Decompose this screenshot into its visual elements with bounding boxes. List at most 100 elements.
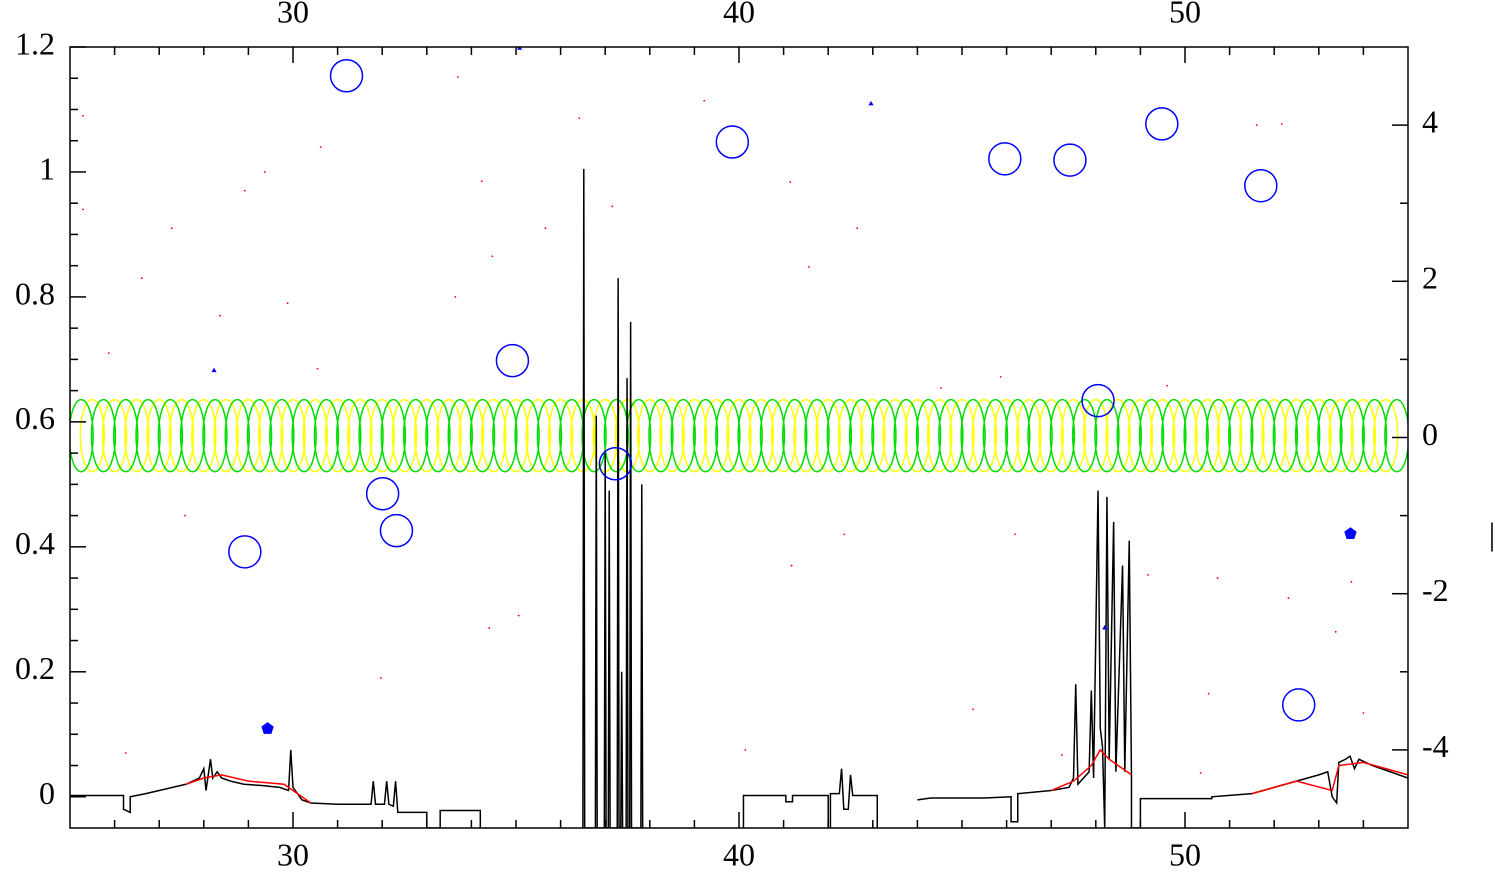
- circle-marker: [1081, 383, 1115, 418]
- ellipse-marker: [324, 398, 351, 473]
- dot-marker: [170, 227, 173, 230]
- dot-marker: [124, 752, 127, 754]
- ellipse-marker: [1339, 398, 1365, 473]
- ellipse-marker: [871, 398, 897, 473]
- ellipse-marker: [681, 398, 708, 473]
- ellipse-marker: [492, 398, 518, 473]
- ellipse-marker: [469, 398, 496, 473]
- ellipse-marker: [547, 398, 574, 473]
- ellipse-marker: [1205, 398, 1232, 473]
- circle-marker: [228, 535, 262, 569]
- ellipse-marker: [603, 398, 630, 473]
- ellipse-marker: [1239, 398, 1265, 473]
- ellipse-marker: [503, 398, 529, 473]
- ellipse-marker: [1350, 398, 1377, 473]
- ellipse-marker: [860, 398, 886, 473]
- ellipse-marker: [202, 398, 228, 473]
- ellipse-marker: [559, 398, 585, 473]
- ellipse-marker: [291, 398, 317, 473]
- ellipse-marker: [804, 398, 830, 473]
- y2-tick-label: 4: [1422, 103, 1438, 139]
- ellipse-marker: [191, 398, 217, 473]
- ellipse-marker: [1105, 398, 1131, 473]
- ellipse-marker: [1250, 398, 1276, 473]
- ellipse-marker: [926, 398, 953, 473]
- ellipse-marker: [101, 398, 128, 473]
- y2-tick-label: -4: [1422, 728, 1449, 764]
- ellipse-marker: [960, 398, 986, 473]
- y-tick-label: 0.8: [15, 275, 55, 311]
- ellipse-marker: [213, 398, 239, 473]
- dot-marker: [480, 180, 483, 183]
- ellipse-marker: [1228, 398, 1254, 473]
- ellipse-marker: [525, 398, 552, 473]
- dot-marker: [1199, 772, 1202, 774]
- ellipse-marker: [782, 398, 808, 473]
- triangle-marker: [1102, 625, 1108, 630]
- triangle-marker: [211, 367, 217, 373]
- circle-marker: [988, 142, 1022, 176]
- ellipse-marker: [1283, 398, 1310, 473]
- circle-marker: [1053, 143, 1087, 177]
- ellipse-marker: [1194, 398, 1221, 473]
- ellipse-marker: [715, 398, 741, 473]
- dot-marker: [319, 146, 322, 148]
- dot-marker: [491, 255, 494, 258]
- dot-marker: [184, 514, 186, 517]
- ellipse-marker: [904, 398, 931, 473]
- ellipse-marker: [893, 398, 919, 473]
- ellipse-marker: [793, 398, 819, 473]
- ellipse-marker: [1049, 398, 1076, 473]
- plot-frame: [69, 46, 1409, 829]
- x-top-tick-label: 30: [277, 0, 309, 29]
- ellipse-marker: [514, 398, 540, 473]
- plot-marks: [70, 47, 1408, 828]
- dot-marker: [1216, 577, 1219, 579]
- ellipse-marker: [302, 398, 329, 473]
- y-tick-label: 1: [39, 150, 55, 186]
- ellipse-marker: [1183, 398, 1209, 473]
- dot-marker: [972, 708, 975, 711]
- dot-marker: [808, 266, 810, 268]
- dot-marker: [140, 277, 143, 280]
- dot-marker: [789, 181, 792, 183]
- ellipse-marker: [1005, 398, 1031, 473]
- y2-axis-label: |: [1489, 515, 1495, 551]
- ellipse-marker: [1116, 398, 1142, 473]
- circle-marker: [379, 513, 414, 548]
- dot-marker: [1334, 630, 1337, 633]
- dot-marker: [1287, 597, 1290, 599]
- ellipse-marker: [938, 398, 964, 473]
- dot-marker: [457, 76, 459, 78]
- y2-tick-label: 2: [1422, 260, 1438, 296]
- dot-marker: [843, 533, 846, 536]
- ellipse-marker: [659, 398, 685, 473]
- ellipse-marker: [770, 398, 797, 473]
- ellipse-marker: [726, 398, 752, 473]
- y-tick-label: 0.4: [15, 525, 55, 561]
- ellipse-marker: [581, 398, 607, 473]
- ellipse-marker: [313, 398, 340, 473]
- dot-marker: [264, 171, 266, 173]
- ellipse-marker: [848, 398, 875, 473]
- dot-marker: [744, 749, 747, 751]
- ellipse-marker: [815, 398, 841, 473]
- ellipse-marker: [648, 398, 674, 473]
- ellipse-marker: [1083, 398, 1109, 473]
- ellipse-marker: [1149, 398, 1176, 473]
- dot-marker: [82, 114, 84, 117]
- dot-marker: [517, 614, 520, 617]
- ellipse-marker: [1071, 398, 1098, 473]
- circle-marker: [329, 58, 364, 93]
- ellipse-marker: [637, 398, 663, 473]
- y2-tick-label: 0: [1422, 416, 1438, 452]
- ellipse-marker: [1272, 398, 1299, 473]
- dot-marker: [1350, 580, 1353, 583]
- ellipse-marker: [1016, 398, 1042, 473]
- ellipse-marker: [425, 398, 451, 473]
- ellipse-marker: [826, 398, 853, 473]
- ellipse-marker: [1172, 398, 1198, 473]
- ellipse-marker: [480, 398, 507, 473]
- y-tick-label: 0.2: [15, 650, 55, 686]
- ellipse-marker: [458, 398, 485, 473]
